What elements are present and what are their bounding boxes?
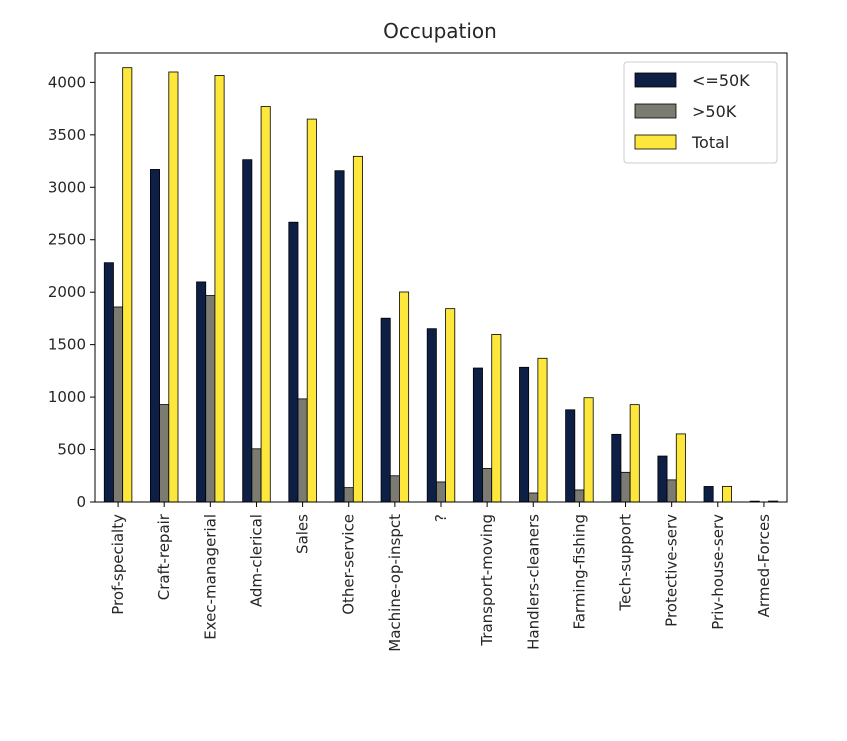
bar-gt50k-2 [205, 295, 216, 503]
x-tick-label: Transport-moving [478, 514, 496, 647]
legend-swatch [634, 134, 677, 150]
bar-le50k-1 [149, 169, 160, 503]
bar-le50k-2 [196, 281, 207, 503]
bar-le50k-5 [334, 170, 345, 503]
bar-total-8 [491, 334, 502, 503]
bar-total-7 [445, 308, 456, 503]
bar-le50k-4 [288, 221, 299, 503]
x-tick-label: Exec-managerial [201, 514, 219, 640]
bar-total-4 [306, 118, 317, 503]
y-axis: 0 500 1000 1500 2000 2500 3000 3500 4000 [48, 73, 95, 511]
x-axis: Prof-specialty Craft-repair Exec-manageria… [109, 502, 773, 652]
bar-gt50k-3 [251, 448, 262, 503]
legend-label: Total [691, 133, 729, 152]
x-tick-label: Prof-specialty [109, 514, 127, 615]
bar-gt50k-4 [297, 398, 308, 503]
bar-total-0 [122, 67, 133, 503]
bar-total-2 [214, 75, 225, 503]
legend-swatch [634, 103, 677, 119]
bar-total-11 [629, 404, 640, 503]
bar-le50k-7 [426, 328, 437, 503]
x-tick-label: Other-service [340, 514, 358, 615]
bar-gt50k-7 [435, 481, 446, 503]
bar-le50k-12 [657, 455, 668, 503]
bar-gt50k-9 [528, 492, 539, 503]
x-tick-label: Handlers-cleaners [524, 514, 542, 650]
x-tick-label: Armed-Forces [755, 514, 773, 618]
x-tick-label: Machine-op-inspct [386, 514, 404, 652]
x-tick-label: Protective-serv [663, 514, 681, 627]
x-tick-label: Farming-fishing [570, 514, 588, 630]
y-tick-label: 500 [57, 441, 86, 459]
bar-le50k-0 [103, 262, 114, 503]
bar-total-10 [583, 397, 594, 503]
bar-total-5 [352, 155, 363, 503]
x-tick-label: ? [432, 514, 450, 522]
bar-total-3 [260, 106, 271, 503]
bar-le50k-9 [519, 366, 530, 503]
y-tick-label: 4000 [48, 73, 86, 91]
y-tick-label: 2500 [48, 231, 86, 249]
bar-gt50k-5 [343, 487, 354, 503]
bar-total-9 [537, 357, 548, 503]
legend-label: <=50K [692, 71, 750, 90]
bar-le50k-8 [472, 367, 483, 503]
y-tick-label: 1000 [48, 388, 86, 406]
x-tick-label: Sales [294, 514, 312, 554]
legend: <=50K >50K Total [623, 61, 778, 164]
bar-gt50k-8 [482, 468, 493, 503]
y-tick-label: 0 [76, 493, 86, 511]
bar-gt50k-10 [574, 489, 585, 503]
bar-gt50k-6 [389, 475, 400, 503]
x-tick-label: Adm-clerical [247, 514, 265, 607]
plot-frame [94, 52, 788, 503]
bar-le50k-13 [703, 486, 714, 503]
x-tick-label: Craft-repair [155, 513, 173, 600]
bar-le50k-3 [242, 159, 253, 503]
y-tick-label: 3500 [48, 126, 86, 144]
bar-le50k-6 [380, 317, 391, 503]
bar-le50k-11 [611, 433, 622, 503]
y-tick-label: 3000 [48, 178, 86, 196]
bar-total-1 [168, 71, 179, 503]
legend-label: >50K [692, 102, 737, 121]
bar-le50k-10 [565, 409, 576, 503]
bar-gt50k-12 [666, 479, 677, 503]
chart-title: Occupation [383, 19, 497, 43]
bar-total-13 [722, 485, 733, 503]
bar-total-6 [399, 291, 410, 503]
bar-gt50k-11 [620, 471, 631, 503]
bar-gt50k-0 [113, 306, 124, 503]
x-tick-label: Priv-house-serv [709, 514, 727, 630]
y-tick-label: 2000 [48, 283, 86, 301]
bar-total-12 [675, 433, 686, 503]
bar-gt50k-1 [159, 404, 170, 503]
legend-swatch [634, 72, 677, 88]
bars-group [103, 67, 779, 503]
x-tick-label: Tech-support [617, 514, 635, 612]
y-tick-label: 1500 [48, 336, 86, 354]
